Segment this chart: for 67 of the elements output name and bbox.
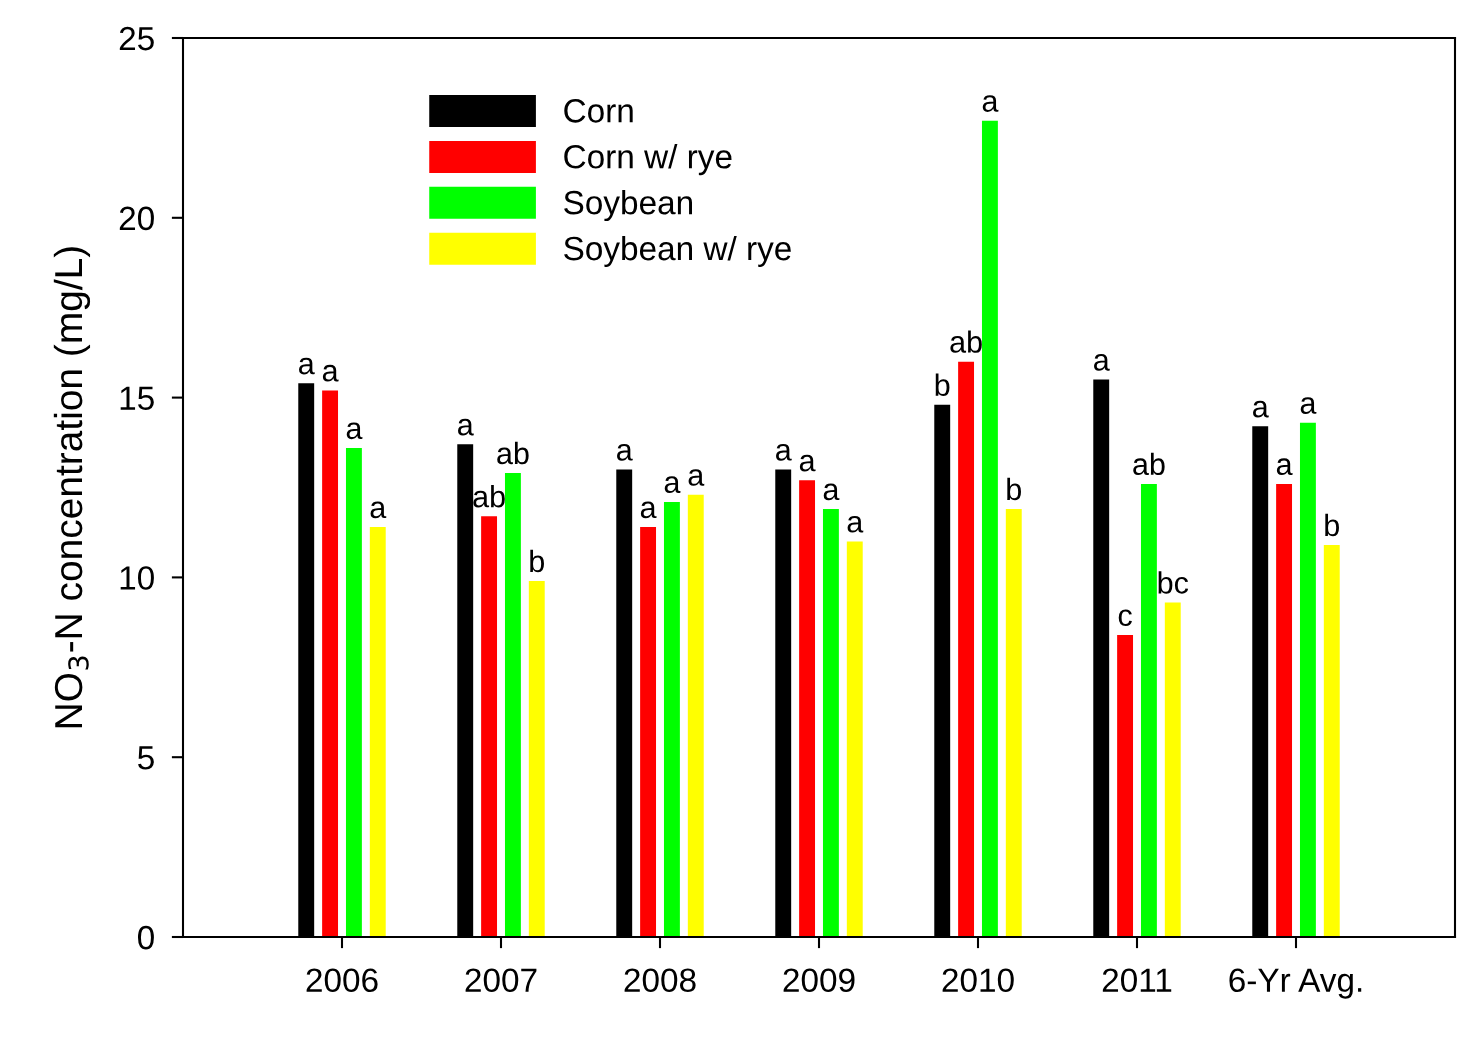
data-label: a: [982, 95, 999, 112]
y-tick-label: 0: [137, 925, 154, 950]
data-label: a: [640, 501, 657, 519]
legend-label: Soybean: [564, 189, 692, 222]
data-label: a: [370, 501, 387, 519]
bar: [322, 390, 339, 937]
x-tick-label: 2010: [942, 968, 1014, 993]
bar: [822, 509, 839, 937]
bar: [1323, 545, 1340, 937]
bar: [846, 541, 863, 937]
data-label: a: [1276, 458, 1293, 476]
bar: [1299, 422, 1316, 937]
data-label: a: [823, 483, 840, 501]
x-tick-label: 2008: [624, 968, 696, 993]
data-label: a: [847, 515, 864, 533]
data-label: b: [1325, 513, 1339, 537]
data-label: a: [1253, 400, 1269, 418]
y-tick-label: 5: [138, 746, 154, 770]
data-label: ab: [950, 330, 982, 353]
data-label: bc: [1158, 571, 1189, 594]
bar: [1005, 509, 1022, 937]
bar: [958, 361, 975, 937]
data-label: ab: [497, 441, 529, 465]
bar: [369, 527, 386, 937]
bar: [663, 501, 680, 937]
data-label: a: [322, 364, 339, 382]
data-label: a: [1300, 397, 1317, 414]
bar: [799, 480, 816, 937]
data-label: a: [617, 443, 633, 461]
data-label: b: [935, 373, 950, 396]
data-label: a: [458, 418, 474, 436]
x-tick-label: 2007: [465, 968, 537, 993]
x-tick-label: 2006: [306, 968, 378, 993]
bar: [481, 516, 498, 937]
data-label: a: [776, 443, 792, 461]
y-axis-title: NO$_{3}$-N concentration (mg/L): [53, 247, 91, 728]
data-label: c: [1118, 609, 1132, 627]
bar: [1117, 634, 1134, 937]
data-label: a: [799, 454, 816, 472]
x-tick-label: 6-Yr Avg.: [1229, 968, 1362, 999]
y-tick-label: 25: [119, 26, 154, 51]
data-label: a: [664, 476, 681, 494]
bar: [1164, 602, 1181, 937]
data-label: a: [346, 422, 363, 440]
data-label: a: [299, 357, 315, 375]
bar: [345, 447, 362, 937]
x-tick-label: 2011: [1102, 968, 1172, 993]
y-tick-label: 10: [120, 566, 154, 590]
bar: [1140, 483, 1157, 937]
data-label: a: [688, 469, 705, 486]
data-label: ab: [473, 485, 505, 508]
data-label: b: [1007, 477, 1021, 501]
legend-label: Corn: [564, 99, 633, 123]
x-tick-label: 2009: [783, 968, 855, 993]
legend-label: Corn w/ rye: [564, 144, 732, 176]
y-tick-label: 20: [119, 206, 154, 231]
bar: [640, 527, 657, 937]
bar: [528, 581, 545, 937]
bar: [687, 494, 704, 937]
legend-label: Soybean w/ rye: [564, 235, 791, 267]
data-label: b: [530, 549, 544, 573]
data-label: a: [1094, 354, 1110, 371]
bar: [504, 473, 521, 937]
bar: [1276, 483, 1293, 937]
data-label: ab: [1133, 452, 1165, 476]
y-tick-label: 15: [120, 386, 154, 411]
bar: [981, 120, 998, 937]
